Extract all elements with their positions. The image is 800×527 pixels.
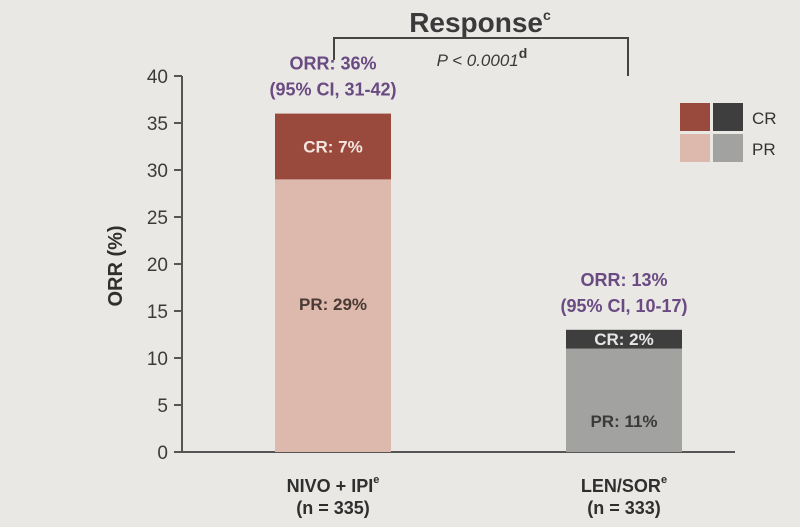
legend-pr-swatch-len	[713, 134, 743, 162]
cr-label: CR: 7%	[303, 138, 363, 157]
orr-ci-label: (95% CI, 31-42)	[269, 80, 396, 100]
y-tick-label: 0	[157, 443, 168, 464]
bar-pr-1	[566, 348, 682, 452]
y-tick-label: 10	[147, 349, 168, 370]
y-axis-label: ORR (%)	[105, 225, 127, 306]
bar-cr-1	[566, 329, 682, 349]
orr-ci-label: (95% CI, 10-17)	[560, 296, 687, 316]
bar-labels: PR: 29% CR: 7% ORR: 36% (95% CI, 31-42) PR: …	[269, 54, 687, 431]
x-category-n: (n = 335)	[296, 498, 370, 518]
p-value-label: P < 0.0001d	[437, 45, 528, 70]
orr-total-label: ORR: 13%	[580, 270, 667, 290]
legend: CR PR	[680, 103, 777, 162]
legend-cr-label: CR	[752, 109, 777, 128]
x-category-label: NIVO + IPIe	[287, 474, 380, 496]
x-category-n: (n = 333)	[587, 498, 661, 518]
bars	[275, 113, 682, 452]
x-category-label: LEN/SORe	[581, 474, 667, 496]
y-tick-label: 25	[147, 208, 168, 229]
pr-label: PR: 29%	[299, 295, 367, 314]
y-ticks: 0 5 10 15 20 25 30 35 40	[147, 67, 182, 464]
legend-pr-label: PR	[752, 140, 776, 159]
bar-cr-0	[275, 113, 391, 180]
legend-cr-swatch-nivo	[680, 103, 710, 131]
y-tick-label: 5	[157, 396, 168, 417]
orr-total-label: ORR: 36%	[289, 54, 376, 74]
y-tick-label: 30	[147, 161, 168, 182]
y-tick-label: 15	[147, 302, 168, 323]
legend-pr-swatch-nivo	[680, 134, 710, 162]
cr-label: CR: 2%	[594, 330, 654, 349]
legend-cr-swatch-len	[713, 103, 743, 131]
bar-pr-0	[275, 179, 391, 452]
x-categories: NIVO + IPIe(n = 335) LEN/SORe(n = 333)	[287, 474, 667, 518]
y-tick-label: 35	[147, 114, 168, 135]
pr-label: PR: 11%	[590, 412, 657, 431]
comparison-bracket	[333, 37, 629, 76]
y-tick-label: 40	[147, 67, 168, 88]
chart-title: Responsec	[409, 7, 551, 38]
y-tick-label: 20	[147, 255, 168, 276]
